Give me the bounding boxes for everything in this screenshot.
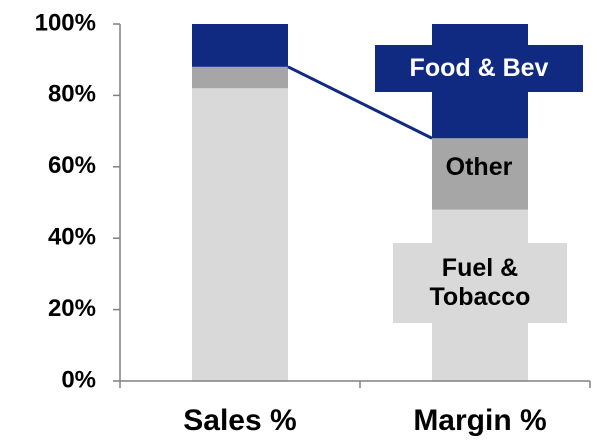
bar-segment (432, 138, 528, 210)
series-label: Fuel & Tobacco (393, 243, 567, 323)
y-tick-label: 20% (48, 295, 96, 322)
connector-line (287, 65, 433, 140)
bar-segment (192, 66, 288, 89)
y-tick-label: 100% (35, 9, 96, 36)
y-tick-label: 40% (48, 224, 96, 251)
series-label: Other (445, 152, 513, 181)
bar-segment (192, 24, 288, 67)
series-label: Food & Bev (375, 45, 583, 92)
y-tick-label: 0% (61, 366, 96, 393)
y-tick-label: 80% (48, 81, 96, 108)
x-tick-label: Sales % (183, 404, 296, 437)
y-tick-label: 60% (48, 152, 96, 179)
bar-segment (192, 88, 288, 381)
x-tick-label: Margin % (413, 404, 546, 437)
